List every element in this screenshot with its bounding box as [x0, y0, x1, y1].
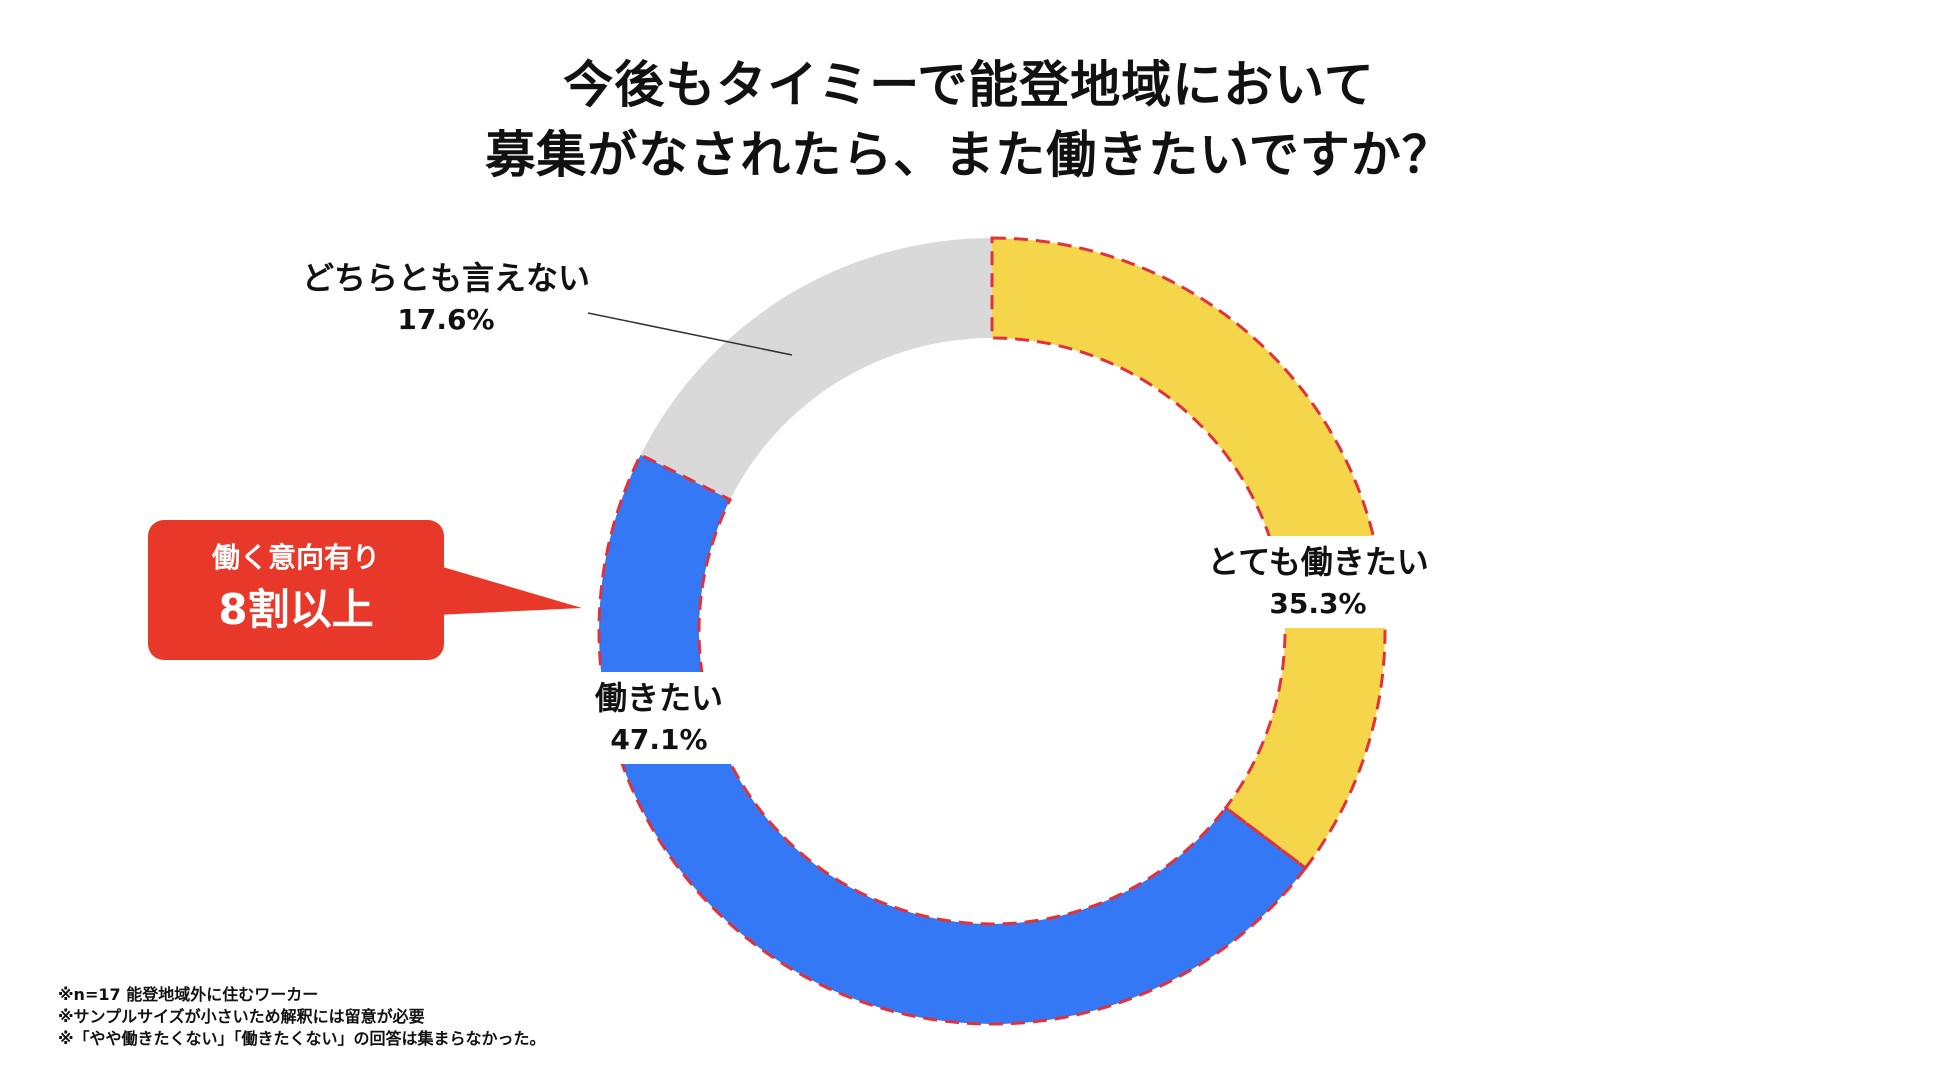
slice-name: とても働きたい [1207, 543, 1429, 581]
callout-box [148, 520, 582, 660]
slice-label-willing: 働きたい 47.1% [576, 672, 742, 764]
leader-line [587, 312, 793, 356]
title-line-1: 今後もタイミーで能登地域において [563, 56, 1375, 114]
highlight-outlines [597, 236, 1387, 1026]
slice-percent: 47.1% [610, 723, 708, 756]
chart-title: 今後もタイミーで能登地域において 募集がなされたら、また働きたいですか？ [0, 50, 1938, 190]
callout-rect [148, 520, 444, 660]
donut-slice-2 [599, 454, 1306, 1024]
footnote: ※n=17 能登地域外に住むワーカー [58, 985, 319, 1004]
slice-name: 働きたい [594, 679, 723, 717]
footnotes: ※n=17 能登地域外に住むワーカー ※サンプルサイズが小さいため解釈には留意が… [58, 984, 546, 1050]
footnote: ※サンプルサイズが小さいため解釈には留意が必要 [58, 1007, 425, 1026]
slice-name: どちらとも言えない [301, 259, 590, 297]
donut-slice-outline-2 [597, 452, 1308, 1026]
slice-percent: 17.6% [397, 303, 495, 336]
donut-slice-1 [992, 238, 1386, 868]
callout-text: 働く意向有り 8割以上 [148, 520, 444, 660]
callout-line-2: 8割以上 [218, 585, 374, 634]
donut-slice-3 [640, 238, 992, 500]
slice-label-very-willing: とても働きたい 35.3% [1198, 536, 1438, 628]
donut-slice-outline-1 [990, 236, 1387, 871]
footnote: ※「やや働きたくない」「働きたくない」の回答は集まらなかった。 [58, 1029, 546, 1048]
callout-pointer [436, 565, 582, 615]
slice-percent: 35.3% [1269, 587, 1367, 620]
slice-label-neutral: どちらとも言えない 17.6% [286, 256, 606, 340]
donut-slices [599, 238, 1386, 1024]
title-line-2: 募集がなされたら、また働きたいですか？ [485, 126, 1453, 184]
callout-line-1: 働く意向有り [211, 541, 380, 574]
